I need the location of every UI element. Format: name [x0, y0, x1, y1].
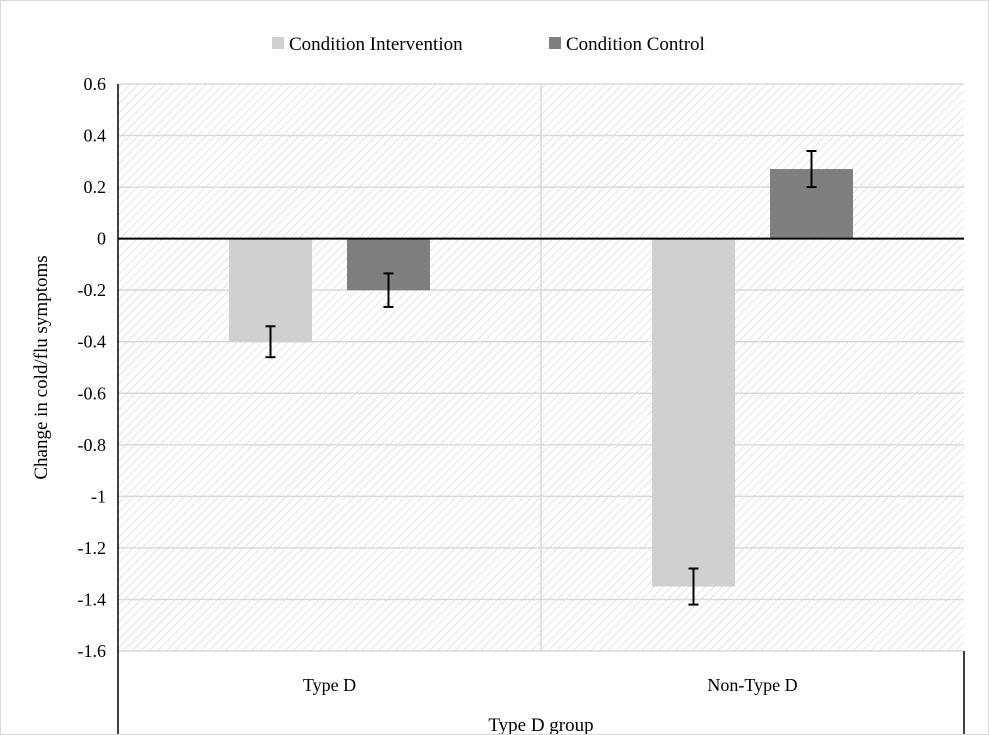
y-tick-label: 0.4	[84, 126, 107, 146]
y-tick-label: -0.4	[78, 332, 107, 352]
y-axis-title: Change in cold/flu symptoms	[31, 255, 52, 479]
x-category-label: Non-Type D	[707, 675, 797, 695]
bar	[229, 238, 312, 342]
x-category-label: Type D	[303, 675, 356, 695]
legend-swatch	[272, 37, 284, 49]
x-axis-title: Type D group	[488, 715, 593, 734]
y-tick-label: -0.8	[78, 435, 107, 455]
legend-label: Condition Control	[566, 34, 705, 55]
y-tick-label: 0.2	[84, 177, 107, 197]
y-tick-label: -1	[91, 486, 106, 506]
y-tick-label: -1.4	[78, 589, 107, 609]
y-tick-label: 0.6	[84, 74, 107, 94]
y-tick-label: -1.2	[78, 538, 107, 558]
y-tick-label: -0.2	[78, 280, 107, 300]
y-tick-label: 0	[97, 229, 106, 249]
legend-label: Condition Intervention	[289, 34, 463, 55]
bar	[652, 238, 735, 587]
legend-swatch	[549, 37, 561, 49]
y-tick-label: -1.6	[78, 641, 107, 661]
y-tick-label: -0.6	[78, 383, 107, 403]
